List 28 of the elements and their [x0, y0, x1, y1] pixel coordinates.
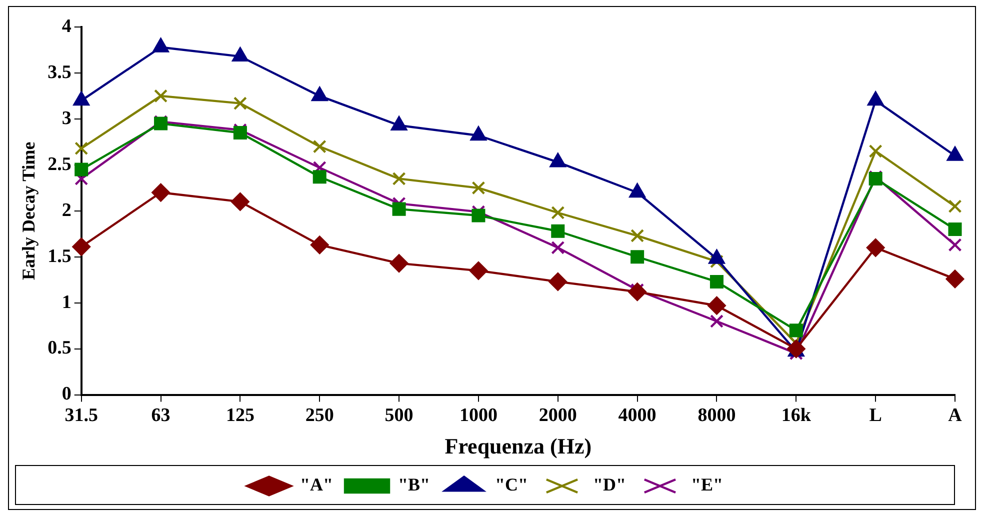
legend-label: "C": [495, 474, 528, 495]
x-tick-label: 125: [226, 405, 254, 426]
x-tick-label: 1000: [459, 405, 498, 426]
y-tick-label: 0: [62, 384, 72, 405]
x-tick-label: 250: [305, 405, 334, 426]
y-axis-title: Early Decay Time: [18, 142, 38, 280]
y-tick-label: 2: [62, 200, 72, 221]
y-tick-label: 1: [62, 292, 72, 313]
y-tick-label: 1.5: [48, 246, 72, 267]
x-tick-label: A: [948, 405, 962, 426]
x-tick-label: 4000: [618, 405, 656, 426]
legend-label: "B": [398, 474, 430, 495]
legend-label: "D": [592, 474, 626, 495]
y-tick-label: 2.5: [48, 154, 72, 175]
y-tick-label: 4: [62, 16, 72, 37]
x-tick-label: 500: [384, 405, 414, 426]
x-tick-label: L: [869, 405, 882, 426]
y-tick-label: 3.5: [48, 62, 72, 83]
x-tick-label: 16k: [781, 405, 812, 426]
x-axis-title: Frequenza (Hz): [444, 433, 592, 458]
x-tick-label: 31.5: [64, 405, 98, 426]
x-tick-label: 8000: [698, 405, 736, 426]
legend-label: "E": [690, 474, 723, 495]
x-tick-label: 2000: [538, 405, 577, 426]
legend-label: "A": [300, 474, 334, 495]
x-tick-label: 63: [151, 405, 170, 426]
y-tick-label: 3: [62, 108, 72, 129]
y-tick-label: 0.5: [48, 338, 72, 359]
